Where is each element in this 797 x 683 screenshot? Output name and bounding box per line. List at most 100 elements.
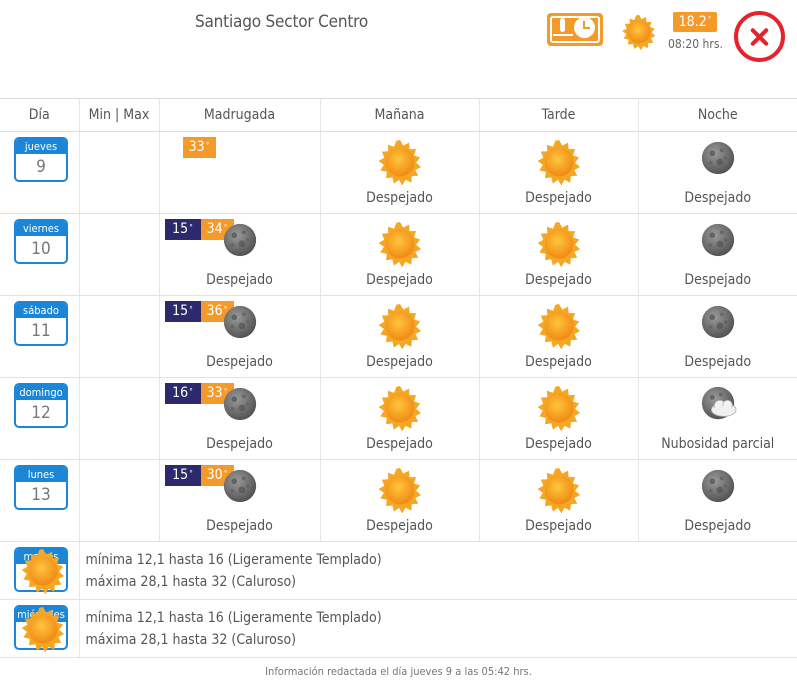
cell-manana: Despejado (320, 295, 480, 378)
cell-noche: Despejado (638, 459, 797, 542)
extended-forecast-text: mínima 12,1 hasta 16 (Ligeramente Templa… (86, 607, 382, 651)
forecast-table: Día Min | Max Madrugada Mañana Tarde Noc… (0, 98, 797, 658)
weather-label: Despejado (684, 354, 752, 370)
sun-icon (377, 221, 423, 267)
column-header-min-max: Min | Max (79, 98, 160, 132)
day-number: 11 (31, 321, 51, 341)
sun-icon (536, 221, 582, 267)
cell-extended-forecast: mínima 12,1 hasta 16 (Ligeramente Templa… (79, 541, 797, 600)
cell-madrugada: Despejado (159, 295, 321, 378)
weather-label: Despejado (684, 518, 752, 534)
date-badge: viernes 10 (14, 219, 68, 264)
column-header-manana: Mañana (320, 98, 480, 132)
table-header-row: Día Min | Max Madrugada Mañana Tarde Noc… (0, 98, 797, 132)
cell-madrugada: Despejado (159, 213, 321, 296)
cell-date: viernes 10 (0, 213, 80, 296)
moon-cloud-icon (699, 385, 737, 423)
moon-icon (221, 467, 259, 505)
cell-manana: Despejado (320, 377, 480, 460)
column-header-noche: Noche (638, 98, 797, 132)
day-name: lunes (16, 467, 66, 482)
min-range-text: mínima 12,1 hasta 16 (Ligeramente Templa… (85, 610, 382, 626)
table-row: domingo 12 16° 33° Despejado Despejado Despeja… (0, 377, 797, 460)
table-row-extended: martes14mínima 12,1 hasta 16 (Ligerament… (0, 541, 797, 600)
weather-label: Despejado (525, 272, 592, 288)
moon-icon (699, 139, 737, 177)
max-range-text: máxima 28,1 hasta 32 (Caluroso) (85, 632, 297, 648)
footer-note: Información redactada el día jueves 9 a … (265, 665, 532, 678)
sun-icon (536, 467, 582, 513)
cell-min-max: 15° 36° (79, 295, 234, 378)
cell-date: sábado 11 (0, 295, 80, 378)
cell-min-max: 15° 30° (79, 459, 234, 542)
cell-noche: Nubosidad parcial (638, 377, 797, 460)
extended-forecast-text: mínima 12,1 hasta 16 (Ligeramente Templa… (86, 549, 382, 593)
moon-icon (221, 221, 259, 259)
sun-icon (20, 606, 66, 652)
table-row: viernes 10 15° 34° Despejado Despejado Despeja… (0, 213, 797, 296)
table-row: lunes 13 15° 30° Despejado Despejado Despejado… (0, 459, 797, 542)
moon-icon (699, 221, 737, 259)
weather-label: Despejado (525, 190, 592, 206)
date-badge: lunes 13 (14, 465, 68, 510)
cell-madrugada: Despejado (159, 377, 321, 460)
sun-icon (536, 385, 582, 431)
day-number: 9 (36, 157, 46, 177)
moon-icon (221, 385, 259, 423)
cell-noche: Despejado (638, 131, 797, 214)
day-name: domingo (16, 385, 66, 400)
cell-date: domingo 12 (0, 377, 80, 460)
header: Santiago Sector Centro 18.2° 08:20 hrs. (0, 0, 797, 98)
date-badge: domingo 12 (14, 383, 68, 428)
weather-label: Nubosidad parcial (661, 436, 775, 452)
table-row: sábado 11 15° 36° Despejado Despejado Despejad… (0, 295, 797, 378)
weather-label: Despejado (366, 518, 433, 534)
current-temperature: 18.2° (673, 12, 717, 32)
cell-noche: Despejado (638, 295, 797, 378)
day-name: jueves (16, 139, 66, 154)
weather-label: Despejado (525, 354, 592, 370)
weather-label: Despejado (684, 272, 752, 288)
date-badge: sábado 11 (14, 301, 68, 346)
moon-icon (221, 303, 259, 341)
current-time: 08:20 hrs. (668, 37, 723, 51)
cell-manana: Despejado (320, 131, 480, 214)
weather-label: Despejado (366, 272, 433, 288)
sun-icon (536, 139, 582, 185)
cell-tarde: Despejado (479, 131, 639, 214)
sun-icon (377, 303, 423, 349)
cell-manana: Despejado (320, 213, 480, 296)
column-header-madrugada: Madrugada (159, 98, 321, 132)
weather-label: Despejado (206, 354, 273, 370)
column-header-dia: Día (0, 98, 80, 132)
weather-label: Despejado (525, 518, 592, 534)
moon-icon (699, 467, 737, 505)
sun-clock-icon[interactable] (547, 13, 603, 46)
sun-icon (377, 385, 423, 431)
max-range-text: máxima 28,1 hasta 32 (Caluroso) (85, 574, 297, 590)
cell-madrugada (159, 131, 321, 214)
cell-manana: Despejado (320, 459, 480, 542)
weather-label: Despejado (366, 190, 433, 206)
cell-date: lunes 13 (0, 459, 80, 542)
close-button[interactable] (734, 11, 785, 62)
sun-icon (621, 14, 657, 54)
column-header-tarde: Tarde (479, 98, 639, 132)
cell-tarde: Despejado (479, 459, 639, 542)
page-title: Santiago Sector Centro (195, 12, 368, 32)
cell-tarde: Despejado (479, 377, 639, 460)
cell-min-max: 33° (79, 131, 216, 214)
sun-icon (377, 467, 423, 513)
cell-tarde: Despejado (479, 213, 639, 296)
cell-madrugada: Despejado (159, 459, 321, 542)
day-number: 13 (31, 485, 51, 505)
moon-icon (699, 303, 737, 341)
sun-icon (20, 548, 66, 594)
cell-extended-forecast: mínima 12,1 hasta 16 (Ligeramente Templa… (79, 599, 797, 658)
cell-min-max: 16° 33° (79, 377, 234, 460)
cell-noche: Despejado (638, 213, 797, 296)
weather-label: Despejado (366, 436, 433, 452)
weather-label: Despejado (366, 354, 433, 370)
day-number: 10 (31, 239, 51, 259)
weather-label: Despejado (525, 436, 592, 452)
